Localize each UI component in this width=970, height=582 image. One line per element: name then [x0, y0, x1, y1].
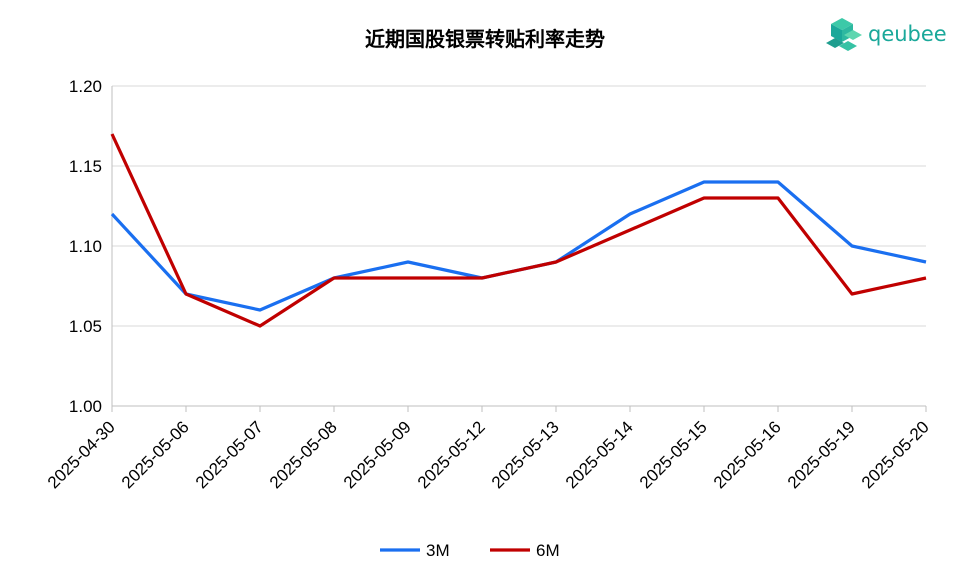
x-tick-label: 2025-05-20: [858, 417, 933, 492]
x-tick-label: 2025-05-16: [710, 417, 785, 492]
grid: [112, 85, 926, 327]
y-tick-label: 1.20: [69, 77, 102, 96]
series-line-6m: [110, 133, 927, 328]
brand-name: qeubee: [868, 22, 947, 46]
x-tick-label: 2025-05-15: [636, 417, 711, 492]
series: [110, 133, 927, 328]
x-tick-label: 2025-05-06: [118, 417, 193, 492]
x-tick-label: 2025-05-13: [488, 417, 563, 492]
x-tick-label: 2025-05-12: [414, 417, 489, 492]
x-tick-label: 2025-05-19: [784, 417, 859, 492]
y-tick-label: 1.05: [69, 317, 102, 336]
x-tick-label: 2025-04-30: [44, 417, 119, 492]
cube-logo-icon: [826, 18, 862, 51]
x-tick-label: 2025-05-14: [562, 417, 637, 492]
y-tick-label: 1.00: [69, 397, 102, 416]
x-tick-label: 2025-05-07: [192, 417, 267, 492]
chart-title: 近期国股银票转贴利率走势: [365, 27, 605, 51]
legend-label-3m: 3M: [426, 541, 450, 560]
y-tick-label: 1.15: [69, 157, 102, 176]
y-tick-label: 1.10: [69, 237, 102, 256]
brand-logo: qeubee: [826, 18, 947, 51]
x-tick-label: 2025-05-09: [340, 417, 415, 492]
x-tick-label: 2025-05-08: [266, 417, 341, 492]
legend: 3M 6M: [380, 541, 560, 560]
legend-label-6m: 6M: [536, 541, 560, 560]
